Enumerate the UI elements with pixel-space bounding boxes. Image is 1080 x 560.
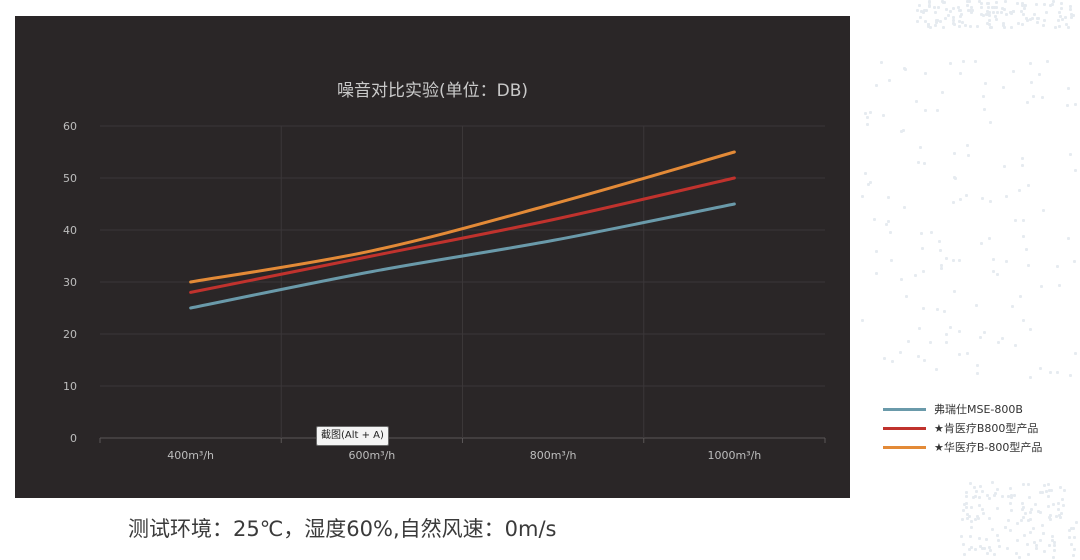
x-tick-label: 1000m³/h	[707, 449, 761, 462]
legend-label: ★肯医疗B800型产品	[934, 422, 1039, 435]
legend-swatch	[883, 427, 926, 430]
y-tick-label: 30	[63, 276, 77, 289]
chart-panel: 0 10 20 30 40 50 60 400m³/h 600m³/h 800m³/h 1000m³…	[15, 16, 850, 498]
line-chart: 0 10 20 30 40 50 60 400m³/h 600m³/h 800m³/h 1000m³…	[63, 120, 826, 462]
chart-title: 噪音对比实验(单位：DB)	[336, 81, 529, 101]
legend-swatch	[883, 408, 926, 411]
legend-swatch	[883, 446, 926, 449]
y-tick-label: 0	[70, 432, 77, 445]
x-tick-label: 600m³/h	[348, 449, 395, 462]
legend-label: 弗瑞仕MSE-800B	[934, 403, 1023, 416]
background-dot-pattern	[860, 60, 1080, 380]
series-line-1	[189, 202, 736, 310]
y-tick-label: 10	[63, 380, 77, 393]
test-environment-note: 测试环境：25℃，湿度60%,自然风速：0m/s	[128, 517, 557, 541]
y-tick-label: 40	[63, 224, 77, 237]
screenshot-tooltip: 截图(Alt + A)	[316, 426, 389, 446]
y-tick-label: 20	[63, 328, 77, 341]
legend-label: ★华医疗B-800型产品	[934, 441, 1043, 454]
x-tick-label: 400m³/h	[167, 449, 214, 462]
background-dot-pattern	[915, 0, 1080, 30]
series-line-2	[189, 176, 736, 294]
y-tick-label: 60	[63, 120, 77, 133]
series-line-3	[189, 150, 736, 284]
y-tick-label: 50	[63, 172, 77, 185]
x-tick-label: 800m³/h	[530, 449, 577, 462]
background-dot-pattern	[960, 480, 1080, 560]
